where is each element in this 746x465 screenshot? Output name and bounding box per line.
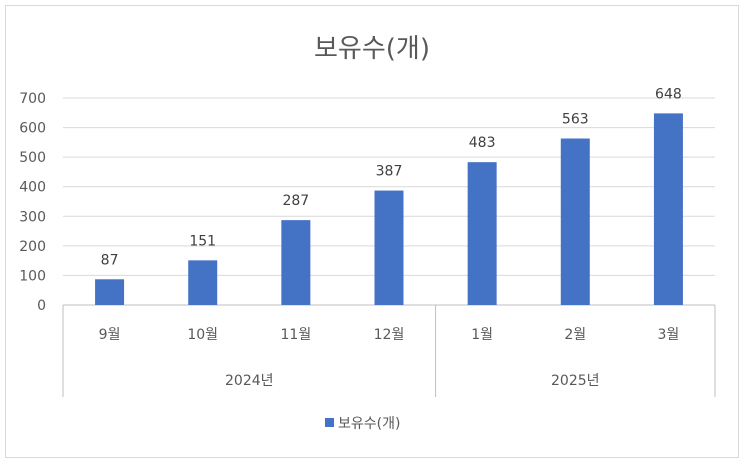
bar [281,220,311,305]
gridlines [63,97,715,306]
y-tick-label: 400 [19,180,46,196]
y-tick-label: 500 [19,150,46,166]
x-tick-label: 2월 [564,327,586,343]
bar [188,260,218,305]
x-group-label: 2025년 [551,373,600,389]
x-tick-label: 9월 [99,327,121,343]
y-tick-label: 300 [19,209,46,225]
x-tick-label: 11월 [281,327,312,343]
y-tick-label: 700 [19,91,46,107]
data-label: 563 [562,112,589,128]
x-tick-label: 12월 [374,327,405,343]
data-label: 483 [469,135,496,151]
legend: 보유수(개) [325,416,400,432]
data-label: 87 [101,252,119,268]
bar [653,113,683,306]
data-labels: 87 151 287 387 483 563 648 [101,86,682,268]
data-label: 387 [376,164,403,180]
y-tick-label: 100 [19,268,46,284]
data-label: 151 [189,233,216,249]
bars [95,113,683,306]
x-tick-label: 10월 [187,327,218,343]
y-axis: 0 100 200 300 400 500 600 700 [19,91,46,314]
y-tick-label: 600 [19,121,46,137]
y-tick-label: 0 [37,298,46,314]
bar [374,190,404,305]
x-tick-label: 3월 [658,327,680,343]
chart-frame [5,5,739,458]
x-axis: 9월 10월 11월 12월 1월 2월 3월 2024년 2025년 [62,305,716,397]
legend-label: 보유수(개) [338,416,400,432]
legend-swatch [325,418,334,427]
bar [95,279,125,305]
y-tick-label: 200 [19,239,46,255]
data-label: 648 [655,86,682,102]
x-group-label: 2024년 [225,373,274,389]
data-label: 287 [282,193,309,209]
bar [467,162,497,305]
x-tick-label: 1월 [471,327,493,343]
chart-title: 보유수(개) [314,34,430,64]
bar [560,138,590,305]
